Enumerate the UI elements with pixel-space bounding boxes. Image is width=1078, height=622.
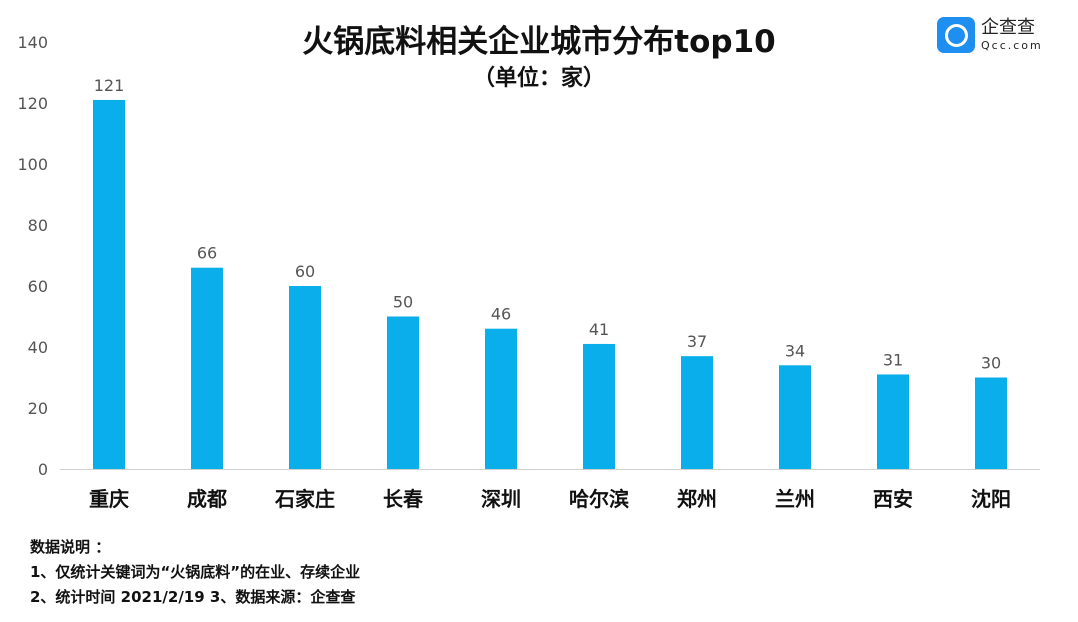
logo-cn-text: 企查查 <box>981 17 1035 38</box>
bar <box>975 377 1007 469</box>
chart-subtitle: （单位：家） <box>472 66 605 91</box>
bar <box>779 365 811 469</box>
data-label: 34 <box>785 341 805 360</box>
bar <box>877 374 909 469</box>
bar <box>93 99 125 469</box>
logo-en-text: Qcc.com <box>981 39 1043 52</box>
data-label: 121 <box>94 76 125 95</box>
x-tick-label: 郑州 <box>677 487 717 511</box>
y-tick-label: 60 <box>28 277 48 296</box>
note-line: 1、仅统计关键词为“火锅底料”的在业、存续企业 <box>30 563 361 581</box>
data-label: 31 <box>883 350 903 369</box>
qcc-logo: 企查查 Qcc.com <box>937 17 1043 53</box>
data-label: 41 <box>589 320 609 339</box>
data-label: 46 <box>491 305 511 324</box>
bar <box>681 356 713 469</box>
qcc-logo-icon <box>937 17 975 53</box>
y-tick-label: 0 <box>38 460 48 479</box>
note-line: 数据说明 ： <box>30 538 111 556</box>
chart-title: 火锅底料相关企业城市分布top10 <box>302 24 776 60</box>
data-label: 30 <box>981 354 1001 373</box>
bar <box>387 316 419 469</box>
y-tick-label: 120 <box>17 94 48 113</box>
x-tick-label: 重庆 <box>89 487 129 511</box>
data-label: 37 <box>687 332 707 351</box>
x-tick-label: 沈阳 <box>971 487 1011 511</box>
bar <box>191 267 223 469</box>
bar <box>485 328 517 469</box>
x-tick-label: 哈尔滨 <box>569 487 629 511</box>
data-label: 66 <box>197 244 217 263</box>
x-tick-label: 深圳 <box>481 487 521 511</box>
data-label: 50 <box>393 293 413 312</box>
x-tick-label: 兰州 <box>775 487 815 511</box>
y-tick-label: 40 <box>28 338 48 357</box>
bar <box>583 343 615 469</box>
data-notes: 数据说明 ： 1、仅统计关键词为“火锅底料”的在业、存续企业 2、统计时间 20… <box>30 535 360 610</box>
y-tick-label: 20 <box>28 399 48 418</box>
bar <box>289 286 321 469</box>
data-label: 60 <box>295 262 315 281</box>
x-tick-label: 西安 <box>873 487 913 511</box>
y-tick-label: 80 <box>28 216 48 235</box>
y-tick-label: 140 <box>17 33 48 52</box>
y-tick-label: 100 <box>17 155 48 174</box>
note-line: 2、统计时间 2021/2/19 3、数据来源：企查查 <box>30 588 356 606</box>
x-tick-label: 石家庄 <box>274 487 335 511</box>
x-tick-label: 长春 <box>383 487 424 511</box>
x-tick-label: 成都 <box>187 487 227 511</box>
